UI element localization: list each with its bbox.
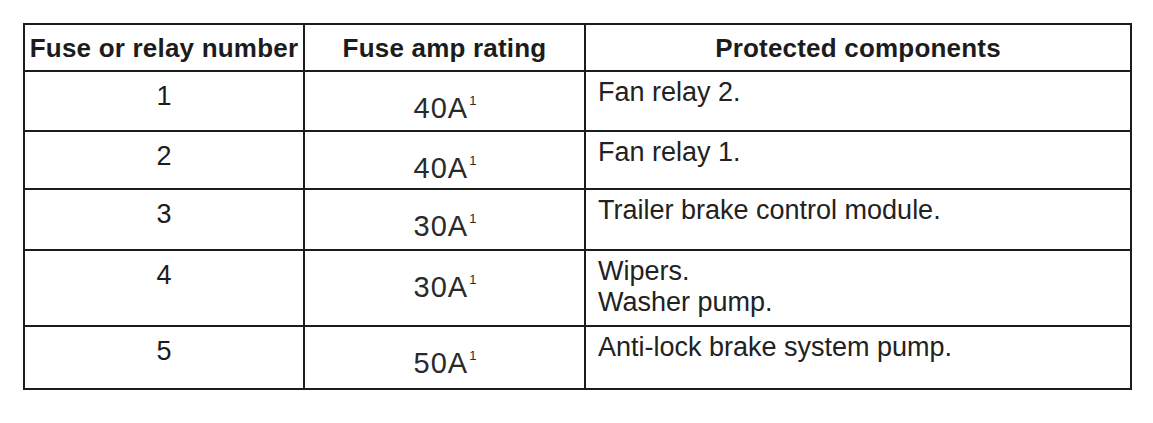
fuse-amp-rating-value: 30A [414,210,469,242]
fuse-amp-rating-value: 40A [414,92,469,124]
table-row: 330A1Trailer brake control module. [24,189,1131,250]
protected-components-cell: Trailer brake control module. [585,189,1131,250]
footnote-marker: 1 [469,348,476,363]
table-row: 550A1Anti-lock brake system pump. [24,326,1131,389]
table-row: 430A1Wipers.Washer pump. [24,250,1131,326]
protected-component-line: Trailer brake control module. [598,195,1120,226]
header-row: Fuse or relay number Fuse amp rating Pro… [24,24,1131,71]
fuse-amp-rating-value: 50A [414,347,469,379]
footnote-marker: 1 [469,153,476,168]
fuse-number-cell: 2 [24,131,304,189]
fuse-amp-rating-cell: 40A1 [304,71,585,131]
fuse-number-cell: 1 [24,71,304,131]
protected-components-cell: Fan relay 2. [585,71,1131,131]
fuse-amp-rating-value: 30A [414,271,469,303]
table-row: 140A1Fan relay 2. [24,71,1131,131]
protected-component-line: Fan relay 1. [598,137,1120,168]
fuse-amp-rating-cell: 30A1 [304,189,585,250]
header-fuse-or-relay-number: Fuse or relay number [24,24,304,71]
protected-component-line: Fan relay 2. [598,77,1120,108]
header-protected-components: Protected components [585,24,1131,71]
fuse-amp-rating-cell: 50A1 [304,326,585,389]
protected-component-line: Anti-lock brake system pump. [598,332,1120,363]
protected-component-line: Wipers. [598,256,1120,287]
page: Fuse or relay number Fuse amp rating Pro… [0,0,1153,423]
protected-components-cell: Fan relay 1. [585,131,1131,189]
fuse-number-cell: 4 [24,250,304,326]
fuse-number-cell: 3 [24,189,304,250]
fuse-amp-rating-value: 40A [414,152,469,184]
fuse-amp-rating-cell: 40A1 [304,131,585,189]
fuse-table: Fuse or relay number Fuse amp rating Pro… [23,23,1132,390]
table-row: 240A1Fan relay 1. [24,131,1131,189]
fuse-table-body: 140A1Fan relay 2.240A1Fan relay 1.330A1T… [24,71,1131,389]
fuse-number-cell: 5 [24,326,304,389]
header-fuse-amp-rating: Fuse amp rating [304,24,585,71]
footnote-marker: 1 [469,93,476,108]
protected-component-line: Washer pump. [598,287,1120,318]
protected-components-cell: Anti-lock brake system pump. [585,326,1131,389]
footnote-marker: 1 [469,272,476,287]
protected-components-cell: Wipers.Washer pump. [585,250,1131,326]
footnote-marker: 1 [469,211,476,226]
fuse-amp-rating-cell: 30A1 [304,250,585,326]
